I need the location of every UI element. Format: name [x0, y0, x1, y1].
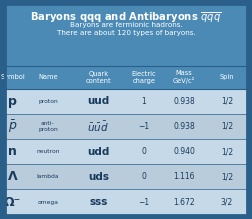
- Text: 1/2: 1/2: [221, 122, 233, 131]
- Text: 1/2: 1/2: [221, 97, 233, 106]
- Text: neutron: neutron: [36, 149, 60, 154]
- Text: Mass
GeV/c²: Mass GeV/c²: [173, 70, 195, 84]
- Text: 1/2: 1/2: [221, 147, 233, 156]
- Text: 0.938: 0.938: [173, 122, 195, 131]
- Text: Baryons qqq and Antibaryons $\overline{q}\overline{q}\overline{q}$: Baryons qqq and Antibaryons $\overline{q…: [30, 10, 222, 25]
- Bar: [5, 66, 247, 89]
- Text: Ω⁻: Ω⁻: [4, 196, 21, 208]
- Text: 0: 0: [141, 172, 146, 181]
- Text: 1: 1: [141, 97, 146, 106]
- Text: 1/2: 1/2: [221, 172, 233, 181]
- Text: uud: uud: [87, 96, 109, 106]
- Text: Electric
charge: Electric charge: [131, 71, 156, 84]
- Text: proton: proton: [38, 99, 58, 104]
- Text: Quark
content: Quark content: [85, 71, 111, 84]
- Text: Symbol: Symbol: [0, 74, 25, 80]
- Text: Λ: Λ: [8, 170, 17, 183]
- Text: lambda: lambda: [37, 174, 59, 179]
- Bar: [5, 189, 247, 215]
- Text: Name: Name: [38, 74, 58, 80]
- Bar: [5, 114, 247, 139]
- Text: 3/2: 3/2: [221, 198, 233, 207]
- Text: 1.116: 1.116: [173, 172, 195, 181]
- Text: 0.940: 0.940: [173, 147, 195, 156]
- Text: udd: udd: [87, 147, 109, 157]
- Text: −1: −1: [138, 198, 149, 207]
- Bar: [5, 89, 247, 215]
- Bar: [5, 89, 247, 114]
- Text: Spin: Spin: [219, 74, 234, 80]
- Text: p: p: [8, 95, 17, 108]
- Text: 0.938: 0.938: [173, 97, 195, 106]
- Bar: [5, 4, 247, 66]
- Text: $\bar{p}$: $\bar{p}$: [8, 118, 17, 135]
- Text: −1: −1: [138, 122, 149, 131]
- Text: sss: sss: [89, 197, 107, 207]
- Text: uds: uds: [88, 172, 109, 182]
- Text: omega: omega: [38, 200, 58, 205]
- Text: $\bar{u}\bar{u}\bar{d}$: $\bar{u}\bar{u}\bar{d}$: [87, 119, 109, 134]
- Text: Baryons are fermionic hadrons.: Baryons are fermionic hadrons.: [70, 22, 182, 28]
- Bar: [5, 164, 247, 189]
- Text: anti-
proton: anti- proton: [38, 121, 58, 132]
- Text: 0: 0: [141, 147, 146, 156]
- Text: n: n: [8, 145, 17, 158]
- Text: There are about 120 types of baryons.: There are about 120 types of baryons.: [57, 30, 195, 36]
- Bar: [5, 139, 247, 164]
- Text: 1.672: 1.672: [173, 198, 195, 207]
